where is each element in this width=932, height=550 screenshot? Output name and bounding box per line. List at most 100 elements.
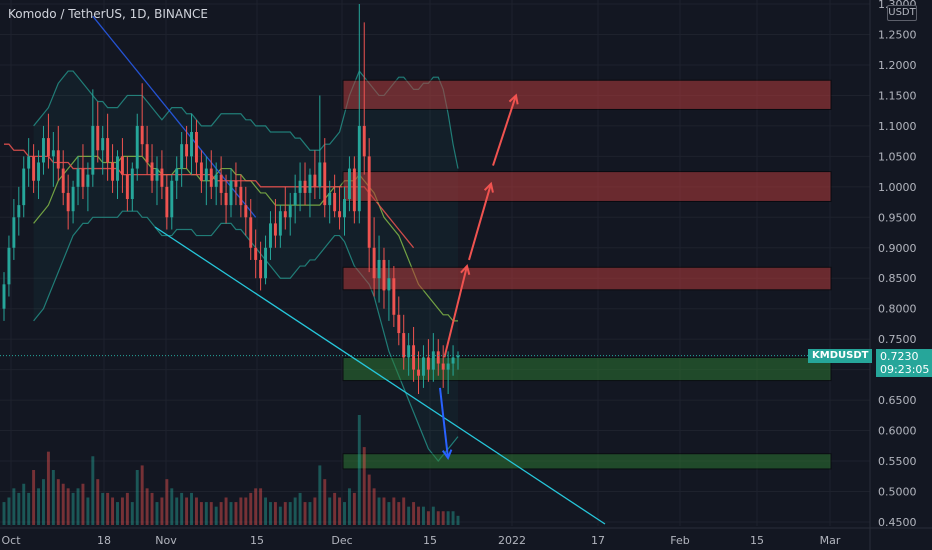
candle[interactable]: [303, 162, 307, 206]
candle[interactable]: [451, 345, 455, 376]
candle[interactable]: [382, 247, 386, 309]
candle[interactable]: [387, 259, 391, 321]
candle[interactable]: [347, 156, 351, 212]
candle[interactable]: [362, 22, 366, 175]
candle[interactable]: [81, 144, 85, 200]
candle[interactable]: [377, 235, 381, 303]
candle[interactable]: [318, 95, 322, 200]
candle[interactable]: [446, 351, 450, 394]
drawn-arrow[interactable]: [443, 264, 471, 358]
candle[interactable]: [278, 205, 282, 248]
candle[interactable]: [116, 150, 119, 200]
candle[interactable]: [66, 174, 70, 230]
candle[interactable]: [269, 211, 272, 260]
candle[interactable]: [298, 162, 302, 212]
resistance-zone[interactable]: [342, 171, 832, 202]
candle[interactable]: [111, 144, 115, 193]
candle[interactable]: [259, 241, 263, 291]
candle[interactable]: [431, 333, 435, 382]
candle[interactable]: [367, 138, 371, 273]
candle[interactable]: [32, 144, 36, 193]
candle[interactable]: [456, 351, 460, 370]
candle[interactable]: [357, 4, 361, 224]
candle[interactable]: [323, 138, 327, 218]
resistance-zone[interactable]: [342, 266, 832, 291]
candle[interactable]: [204, 156, 208, 206]
candle[interactable]: [101, 125, 105, 175]
candle[interactable]: [175, 156, 179, 200]
candle[interactable]: [170, 174, 174, 230]
candle[interactable]: [46, 113, 50, 169]
candle[interactable]: [51, 132, 55, 187]
candle[interactable]: [372, 217, 376, 297]
candle[interactable]: [219, 156, 223, 206]
candle[interactable]: [249, 199, 253, 260]
candle[interactable]: [407, 333, 411, 376]
candle[interactable]: [293, 174, 297, 224]
drawn-arrow[interactable]: [492, 93, 519, 166]
candle[interactable]: [106, 113, 110, 181]
candle[interactable]: [412, 326, 416, 382]
candle[interactable]: [150, 144, 154, 193]
resistance-zone[interactable]: [342, 79, 832, 110]
candle[interactable]: [140, 83, 144, 157]
candle[interactable]: [234, 162, 238, 206]
candle[interactable]: [254, 229, 258, 279]
candle[interactable]: [165, 174, 169, 230]
candle[interactable]: [76, 156, 80, 206]
drawn-arrow[interactable]: [468, 181, 494, 261]
candle[interactable]: [441, 345, 445, 388]
candle[interactable]: [96, 101, 100, 163]
candle[interactable]: [2, 272, 6, 321]
candle[interactable]: [392, 266, 396, 327]
candle[interactable]: [125, 156, 129, 212]
candle[interactable]: [273, 199, 277, 248]
candle[interactable]: [42, 125, 45, 175]
candle[interactable]: [229, 168, 233, 218]
candle[interactable]: [190, 113, 193, 175]
drawn-arrow[interactable]: [439, 387, 453, 461]
candle[interactable]: [244, 186, 248, 236]
candle[interactable]: [308, 168, 312, 218]
candle[interactable]: [421, 345, 425, 388]
candle[interactable]: [397, 296, 401, 346]
candle[interactable]: [61, 150, 65, 206]
candle[interactable]: [199, 150, 203, 193]
candle[interactable]: [56, 125, 60, 181]
candle[interactable]: [352, 156, 356, 224]
candle[interactable]: [86, 162, 90, 212]
candle[interactable]: [130, 162, 134, 212]
candle[interactable]: [224, 174, 228, 224]
candle[interactable]: [120, 138, 124, 193]
candle[interactable]: [22, 156, 26, 218]
candle[interactable]: [338, 186, 342, 230]
candle[interactable]: [283, 186, 287, 230]
candle[interactable]: [436, 339, 440, 376]
support-zone[interactable]: [342, 453, 832, 470]
trendline[interactable]: [154, 226, 606, 525]
candle[interactable]: [91, 89, 95, 187]
candle[interactable]: [264, 235, 268, 285]
candle[interactable]: [17, 186, 21, 236]
currency-badge[interactable]: USDT: [887, 5, 917, 21]
candle[interactable]: [155, 156, 159, 206]
candle[interactable]: [417, 351, 420, 394]
candle[interactable]: [333, 174, 337, 218]
candle[interactable]: [426, 339, 430, 382]
candle[interactable]: [313, 150, 317, 200]
candle[interactable]: [160, 150, 164, 200]
candle[interactable]: [194, 119, 198, 175]
candle[interactable]: [402, 314, 406, 370]
support-zone[interactable]: [342, 356, 832, 382]
candle[interactable]: [214, 162, 218, 206]
candle[interactable]: [145, 125, 149, 175]
candle[interactable]: [239, 174, 243, 218]
candle[interactable]: [288, 192, 292, 236]
candle[interactable]: [180, 132, 184, 187]
candle[interactable]: [71, 180, 75, 224]
candle[interactable]: [12, 199, 16, 260]
candle[interactable]: [343, 186, 346, 236]
candle[interactable]: [27, 138, 31, 187]
candle[interactable]: [37, 150, 41, 200]
